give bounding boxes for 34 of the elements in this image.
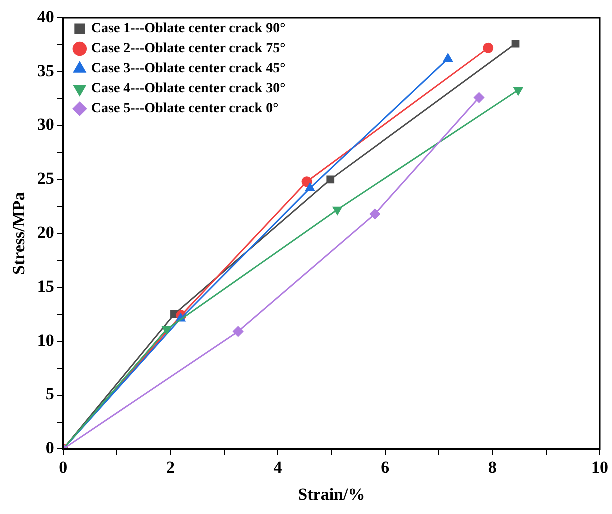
x-tick-label: 8 <box>488 458 497 477</box>
y-tick-label: 30 <box>37 115 54 134</box>
point <box>302 176 312 188</box>
x-tick-label: 2 <box>166 458 175 477</box>
point <box>326 176 335 184</box>
point <box>162 326 172 335</box>
point <box>512 40 520 48</box>
y-axis-title: Stress/MPa <box>10 192 29 275</box>
point <box>514 87 524 96</box>
legend-label: Case 1---Oblate center crack 90° <box>91 22 286 37</box>
point <box>233 326 244 337</box>
y-tick-label: 35 <box>37 61 54 80</box>
point <box>474 92 485 104</box>
x-tick-label: 10 <box>592 458 608 477</box>
y-tick-label: 40 <box>37 7 54 26</box>
legend-label: Case 5---Oblate center crack 0° <box>91 102 279 117</box>
point <box>483 42 494 54</box>
x-tick-label: 0 <box>59 458 68 477</box>
y-tick-label: 5 <box>46 384 54 404</box>
x-tick-label: 4 <box>274 458 283 477</box>
point <box>370 208 380 220</box>
legend-label: Case 4---Oblate center crack 30° <box>91 82 286 97</box>
point <box>332 206 342 216</box>
y-tick-label: 20 <box>37 222 54 242</box>
x-tick-label: 6 <box>381 458 390 477</box>
point <box>443 54 453 62</box>
y-tick-label: 0 <box>46 438 54 458</box>
legend-label: Case 2---Oblate center crack 75° <box>91 42 286 57</box>
x-axis-title: Strain/% <box>298 485 366 504</box>
y-tick-label: 10 <box>37 330 54 350</box>
legend-label: Case 3---Oblate center crack 45° <box>91 62 286 77</box>
point <box>306 183 315 192</box>
y-tick-label: 15 <box>37 276 54 296</box>
y-tick-label: 25 <box>37 169 54 188</box>
